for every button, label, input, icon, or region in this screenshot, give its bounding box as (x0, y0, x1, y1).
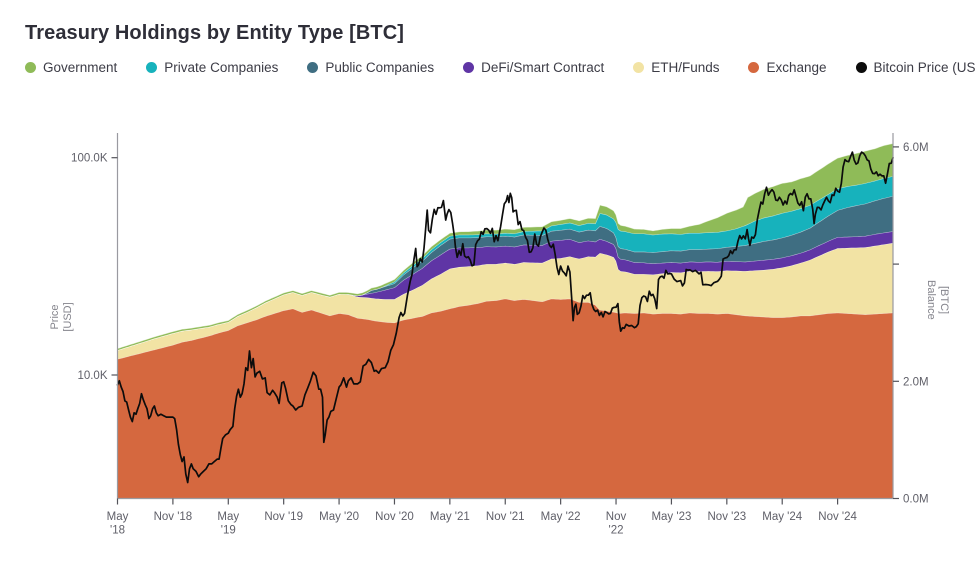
x-tick-label: May (217, 511, 239, 523)
legend-item-defi-smart-contract[interactable]: DeFi/Smart Contract (463, 60, 604, 75)
right-axis-title: Balance [BTC] (924, 250, 950, 350)
x-tick-label: '22 (609, 525, 624, 537)
area-exchange (117, 298, 893, 499)
legend-dot-icon (146, 62, 158, 73)
left-axis-title-line1: Price (49, 304, 61, 330)
legend-dot-icon (748, 62, 760, 73)
x-tick-label: May '22 (541, 511, 581, 523)
legend-dot-icon (307, 62, 319, 73)
legend-item-private-companies[interactable]: Private Companies (146, 60, 278, 75)
legend-item-exchange[interactable]: Exchange (748, 60, 827, 75)
right-tick-label: 6.0M (903, 142, 929, 154)
legend: Government Private Companies Public Compan… (25, 60, 975, 75)
x-tick-label: May '23 (651, 511, 691, 523)
right-axis-title-line2: [BTC] (938, 285, 950, 315)
x-tick-label: Nov (606, 511, 627, 523)
legend-item-label: Exchange (766, 60, 827, 75)
legend-item-label: ETH/Funds (651, 60, 720, 75)
right-axis-title-line1: Balance (925, 280, 937, 320)
legend-dot-icon (855, 62, 867, 73)
x-tick-label: Nov '24 (818, 511, 857, 523)
legend-item-eth-funds[interactable]: ETH/Funds (633, 60, 719, 75)
x-tick-label: '19 (221, 525, 236, 537)
area-eth-funds (117, 243, 893, 359)
legend-dot-icon (633, 62, 645, 73)
x-tick-label: May (107, 511, 129, 523)
x-tick-label: May '21 (430, 511, 470, 523)
left-tick-label: 100.0K (71, 153, 108, 165)
x-tick-label: Nov '18 (154, 511, 193, 523)
left-axis-title-line2: [USD] (62, 302, 74, 332)
legend-item-public-companies[interactable]: Public Companies (307, 60, 434, 75)
x-tick-label: Nov '20 (375, 511, 414, 523)
x-tick-label: '18 (110, 525, 125, 537)
legend-item-label: Public Companies (325, 60, 435, 75)
legend-dot-icon (25, 62, 36, 73)
right-tick-label: 2.0M (903, 376, 929, 388)
x-tick-label: Nov '21 (486, 511, 525, 523)
legend-item-label: Private Companies (164, 60, 279, 75)
legend-item-label: DeFi/Smart Contract (481, 60, 605, 75)
legend-item-government[interactable]: Government (25, 60, 117, 75)
left-tick-label: 10.0K (77, 370, 107, 382)
bitcoin-price-line (116, 151, 894, 484)
left-axis-title: Price [USD] (49, 282, 77, 352)
legend-item-bitcoin-price-usd-[interactable]: Bitcoin Price (USD) (855, 60, 975, 75)
right-tick-label: 0.0M (903, 494, 929, 506)
legend-item-label: Bitcoin Price (USD) (873, 60, 975, 75)
x-tick-label: Nov '23 (708, 511, 747, 523)
chart-title: Treasury Holdings by Entity Type [BTC] (25, 22, 405, 44)
x-tick-label: May '20 (319, 511, 359, 523)
area-top-edge (117, 142, 894, 349)
x-tick-label: Nov '19 (264, 511, 303, 523)
legend-item-label: Government (43, 60, 118, 75)
area-defi-smart-contract (117, 231, 893, 351)
legend-dot-icon (463, 62, 475, 73)
x-tick-label: May '24 (762, 511, 803, 523)
